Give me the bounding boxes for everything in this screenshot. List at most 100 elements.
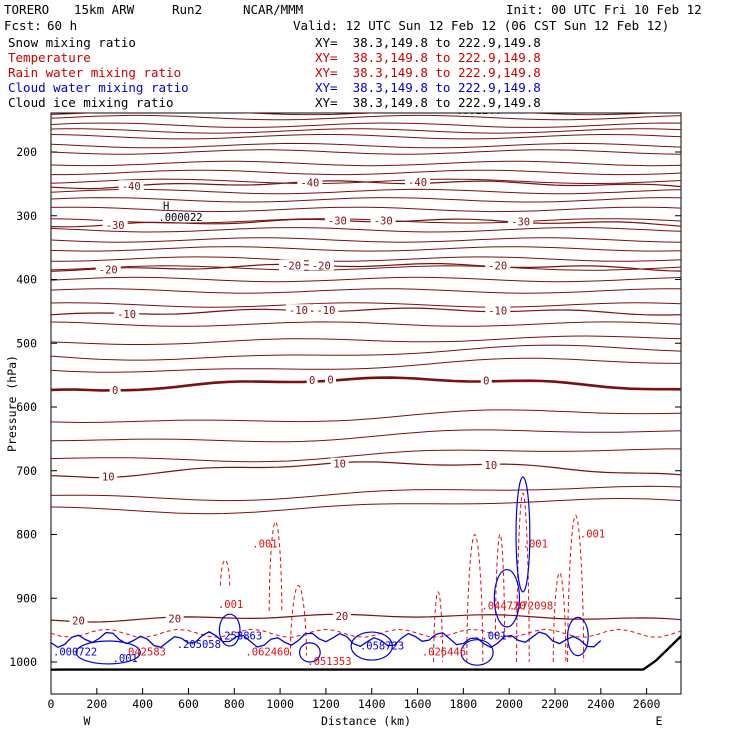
isotherm-label: -30 — [328, 216, 347, 228]
isotherm-label: 10 — [485, 460, 498, 472]
x-axis-title: Distance (km) — [321, 714, 411, 728]
cloud-water-cell — [298, 642, 321, 663]
isotherm--40 — [51, 180, 681, 190]
x-tick-label: 600 — [178, 697, 199, 711]
x-end-west: W — [84, 714, 91, 728]
annotation-label: .001144 — [456, 105, 500, 117]
legend-rain-label: Rain water mixing ratio — [8, 65, 182, 80]
org-label: NCAR/MMM — [243, 2, 304, 17]
isotherm-label-bg — [485, 259, 511, 271]
y-axis-title: Pressure (hPa) — [5, 355, 19, 452]
theta-contour — [51, 429, 681, 443]
isotherm-label: -10 — [316, 305, 335, 317]
rain-contour — [567, 514, 585, 663]
isotherm-label: 10 — [102, 471, 115, 483]
init-time: Init: 00 UTC Fri 10 Feb 12 — [506, 2, 702, 17]
plot-contents: -40 -40 -40-30 -30 -30 -30-20 -20 -20 -20-10 -10-… — [51, 105, 681, 671]
isotherm-label-bg — [69, 614, 88, 626]
x-tick-label: 1400 — [358, 697, 386, 711]
theta-contour — [51, 409, 681, 424]
annotation-label: H — [163, 200, 169, 212]
legend-cloud-ice-xy: XY= 38.3,149.8 to 222.9,149.8 — [315, 95, 541, 110]
theta-contour — [51, 227, 681, 233]
annotation-label: .072098 — [509, 601, 553, 613]
legend-temperature-xy: XY= 38.3,149.8 to 222.9,149.8 — [315, 50, 541, 65]
isotherm-label-bg — [481, 458, 500, 470]
isotherm-label: -40 — [122, 181, 141, 193]
isotherm-10 — [51, 461, 681, 479]
x-tick-label: 800 — [224, 697, 245, 711]
legend-cloud-water-label: Cloud water mixing ratio — [8, 80, 189, 95]
annotation-label: .062460 — [245, 647, 289, 659]
rain-contour — [516, 492, 530, 663]
x-tick-label: 2600 — [633, 697, 661, 711]
isotherm-label-bg — [114, 307, 140, 319]
theta-contour — [51, 206, 681, 213]
model-name: TORERO — [4, 2, 50, 17]
theta-contour — [51, 276, 681, 283]
isotherm-label: -30 — [511, 216, 530, 228]
isotherm-label-bg — [480, 374, 492, 386]
theta-contour — [51, 497, 681, 515]
cloud-water-contour — [51, 631, 602, 649]
theta-contour — [51, 142, 681, 149]
annotation-label: .205058 — [177, 639, 221, 651]
y-tick-label: 200 — [16, 145, 37, 159]
cloud-water-cell — [567, 616, 589, 657]
legend-temperature-label: Temperature — [8, 50, 91, 65]
isotherm-label: -30 — [106, 220, 125, 232]
y-tick-label: 400 — [16, 273, 37, 287]
legend-snow-label: Snow mixing ratio — [8, 35, 136, 50]
annotation-label: .258863 — [218, 631, 262, 643]
isotherm-label-bg — [324, 214, 350, 226]
isotherm-0 — [51, 376, 681, 392]
run-label: Run2 — [172, 2, 203, 17]
theta-contour — [51, 160, 681, 167]
annotation-label: .001 — [523, 538, 548, 550]
theta-contour — [51, 188, 681, 195]
isotherm-label-bg — [95, 263, 121, 275]
x-tick-label: 400 — [132, 697, 153, 711]
rain-contour-low — [51, 628, 681, 638]
theta-contour — [51, 133, 681, 140]
rain-contour — [466, 533, 484, 663]
annotation-label: .001 — [252, 538, 277, 550]
isotherm-label-bg — [324, 373, 336, 385]
isotherm-label: -20 — [488, 261, 507, 273]
isotherm-label-bg — [485, 304, 511, 316]
theta-contour — [51, 265, 681, 271]
annotation-label: .000022 — [158, 212, 202, 224]
isotherm-label: -20 — [282, 261, 301, 273]
isotherm-label-bg — [109, 383, 121, 395]
forecast-label: Fcst: — [4, 18, 42, 33]
annotation-label: .042583 — [122, 647, 166, 659]
theta-contour — [51, 197, 681, 203]
isotherm-label-bg — [370, 214, 396, 226]
resolution-label: 15km ARW — [74, 2, 135, 17]
annotation-label: .001 — [113, 653, 138, 665]
cloud-water-cell — [350, 631, 393, 661]
isotherm-label: 20 — [336, 611, 349, 623]
isotherm-label: -10 — [289, 305, 308, 317]
rain-contour — [552, 572, 567, 663]
legend-rain-xy: XY= 38.3,149.8 to 222.9,149.8 — [315, 65, 541, 80]
theta-contour — [51, 344, 681, 361]
annotation-label: .051353 — [307, 656, 351, 668]
theta-contour — [51, 114, 681, 121]
isotherm-label: -40 — [408, 177, 427, 189]
isotherm-label: -10 — [488, 305, 507, 317]
theta-contour — [51, 169, 681, 176]
isotherm--10 — [51, 307, 681, 316]
isotherm-label: -30 — [374, 215, 393, 227]
isotherm-label: 0 — [483, 375, 489, 387]
isotherm-label: 0 — [327, 375, 333, 387]
isotherm-label: -20 — [99, 265, 118, 277]
isotherm-label-bg — [508, 215, 534, 227]
legend-cloud-ice-label: Cloud ice mixing ratio — [8, 95, 174, 110]
theta-contour — [51, 335, 681, 345]
cloud-water-cell — [460, 639, 494, 666]
isotherm--20 — [51, 263, 681, 272]
theta-contour — [51, 302, 681, 308]
theta-contour — [51, 149, 681, 155]
theta-contour — [51, 122, 681, 128]
